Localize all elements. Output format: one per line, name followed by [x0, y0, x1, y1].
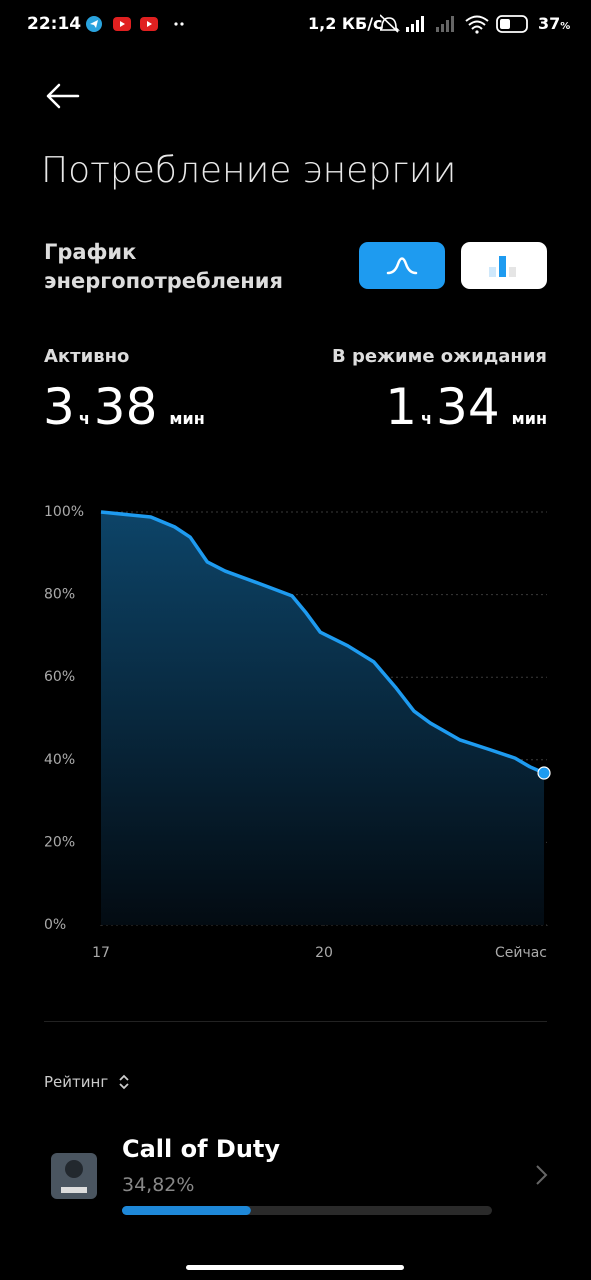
status-time: 22:14: [27, 14, 82, 34]
y-tick-label: 40%: [44, 752, 75, 768]
y-tick-label: 100%: [44, 504, 84, 520]
standby-label: В режиме ожидания: [332, 346, 547, 367]
divider: [44, 1021, 547, 1022]
sort-icon: [119, 1074, 129, 1090]
section-title: График энергопотребления: [44, 240, 284, 293]
home-indicator: [186, 1265, 404, 1270]
standby-time: 1 ч34 мин: [385, 378, 547, 436]
back-button[interactable]: [44, 80, 84, 112]
page-title: Потребление энергии: [41, 150, 457, 191]
standby-minutes: 34: [436, 378, 500, 436]
chart-mode-toggle: [359, 242, 547, 289]
standby-hours-unit: ч: [421, 409, 433, 428]
app-usage-bar: [122, 1206, 492, 1215]
battery-chart: 0% 20% 40% 60% 80% 100% 17 20 Сейчас: [44, 504, 551, 961]
standby-hours: 1: [385, 378, 418, 436]
y-tick-label: 20%: [44, 834, 75, 850]
active-time: 3 ч38 мин: [43, 378, 205, 436]
active-minutes: 38: [93, 378, 158, 436]
area-fill: [101, 512, 545, 925]
ranking-sort[interactable]: Рейтинг: [44, 1073, 131, 1091]
active-minutes-unit: мин: [169, 409, 205, 428]
y-tick-label: 60%: [44, 669, 75, 685]
status-speed: 1,2 КБ/с: [308, 14, 383, 33]
app-usage-fill: [122, 1206, 251, 1215]
battery-value: 37: [538, 14, 561, 33]
active-hours: 3: [43, 378, 75, 436]
battery-unit: %: [560, 21, 571, 32]
chevron: [536, 1165, 548, 1185]
app-name: Call of Duty: [122, 1135, 281, 1163]
x-tick-label: 20: [315, 945, 333, 961]
y-tick-label: 80%: [44, 587, 75, 603]
x-tick-label: Сейчас: [495, 945, 547, 961]
status-icons: [86, 16, 184, 32]
app-row[interactable]: Call of Duty 34,82%: [0, 1125, 591, 1225]
end-point: [537, 766, 551, 780]
standby-minutes-unit: мин: [511, 409, 547, 428]
app-percent: 34,82%: [122, 1174, 195, 1196]
active-label: Активно: [44, 346, 130, 367]
y-tick-label: 0%: [44, 917, 66, 933]
line: [100, 510, 545, 775]
battery-level: 37%: [538, 14, 570, 33]
line-mode-button[interactable]: [359, 242, 445, 289]
x-tick-label: 17: [92, 945, 110, 961]
status-right-icons: [380, 14, 528, 34]
app-icon: [51, 1153, 97, 1199]
ranking-label: Рейтинг: [44, 1073, 109, 1091]
active-hours-unit: ч: [78, 409, 90, 428]
